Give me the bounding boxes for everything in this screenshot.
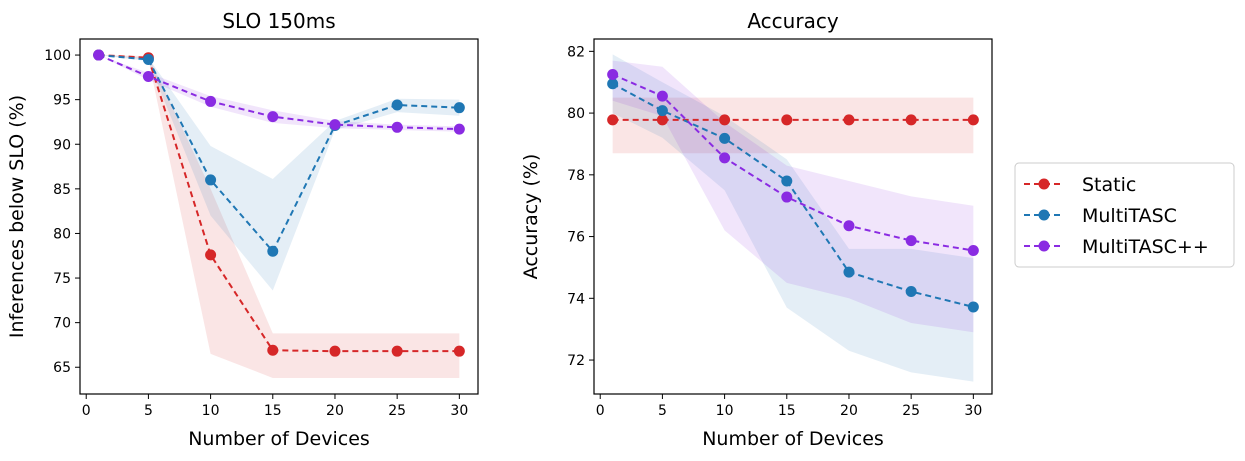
point-multitasc [205, 174, 217, 186]
chart-title: SLO 150ms [222, 9, 335, 33]
x-tick-label: 10 [202, 403, 220, 419]
y-tick-label: 85 [53, 182, 71, 198]
x-tick-label: 15 [264, 403, 282, 419]
point-multitasc [843, 266, 855, 278]
legend-marker-multitasc [1038, 209, 1050, 221]
point-multitasc [453, 102, 465, 114]
x-axis-ticks: 0 5 10 15 20 25 30 [82, 394, 468, 419]
x-tick-label: 15 [778, 403, 796, 419]
legend-entry-multitasc-plus-plus: MultiTASC++ [1024, 236, 1209, 258]
y-tick-label: 82 [567, 44, 585, 60]
point-static [781, 114, 793, 126]
point-multitasc [267, 245, 279, 257]
legend-box [1014, 162, 1235, 268]
point-multitasc [781, 175, 793, 187]
point-multitasc-plus-plus [329, 119, 341, 131]
point-static [205, 249, 217, 261]
point-multitasc-plus-plus [607, 69, 619, 80]
point-static [719, 114, 731, 126]
point-multitasc-plus-plus [267, 111, 279, 123]
point-multitasc-plus-plus [843, 220, 855, 232]
point-multitasc-plus-plus [967, 244, 979, 256]
x-axis-label: Number of Devices [702, 428, 884, 450]
point-multitasc [905, 286, 917, 298]
point-multitasc [607, 78, 619, 90]
y-axis-ticks: 72 74 76 78 80 82 [567, 44, 594, 369]
x-tick-label: 0 [82, 403, 91, 419]
x-tick-label: 25 [902, 403, 920, 419]
point-multitasc-plus-plus [719, 152, 731, 164]
legend-marker-static [1038, 178, 1050, 190]
plot-frame [79, 38, 479, 395]
y-axis-label: Inferences below SLO (%) [6, 95, 28, 338]
y-tick-label: 74 [567, 291, 585, 307]
confidence-bands [612, 54, 974, 382]
point-static [267, 344, 279, 356]
legend-marker-multitasc-plus-plus [1038, 240, 1050, 252]
point-multitasc-plus-plus [391, 121, 403, 133]
point-multitasc [656, 105, 668, 117]
x-tick-label: 10 [716, 403, 734, 419]
x-tick-label: 5 [658, 403, 667, 419]
series-points [607, 69, 979, 313]
x-tick-label: 20 [326, 403, 344, 419]
point-static [656, 114, 668, 126]
x-tick-label: 30 [964, 403, 982, 419]
point-multitasc-plus-plus [656, 90, 668, 102]
point-static [453, 345, 465, 357]
x-axis-ticks: 0 5 10 15 20 25 30 [596, 394, 982, 419]
chart-accuracy: 0 5 10 15 20 25 30 72 74 76 78 80 82 Accuracy Numbe… [520, 9, 993, 450]
x-tick-label: 0 [596, 403, 605, 419]
legend-entry-multitasc: MultiTASC [1024, 205, 1177, 227]
point-multitasc [719, 132, 731, 144]
legend-label-multitasc: MultiTASC [1082, 205, 1177, 227]
point-static [843, 114, 855, 126]
y-tick-label: 95 [53, 93, 71, 109]
point-multitasc-plus-plus [142, 70, 154, 82]
point-multitasc-plus-plus [453, 123, 465, 135]
point-multitasc-plus-plus [781, 191, 793, 203]
x-tick-label: 30 [450, 403, 468, 419]
point-static [607, 114, 619, 126]
y-tick-label: 72 [567, 353, 585, 369]
y-tick-label: 90 [53, 137, 71, 153]
band-static [612, 97, 974, 154]
y-tick-label: 80 [53, 226, 71, 242]
y-tick-label: 75 [53, 271, 71, 287]
y-axis-ticks: 65 70 75 80 85 90 95 100 [44, 48, 80, 376]
point-multitasc [142, 54, 154, 66]
point-static [391, 345, 403, 357]
y-tick-label: 100 [44, 48, 71, 64]
y-axis-label: Accuracy (%) [520, 154, 542, 280]
chart-title: Accuracy [747, 9, 838, 33]
legend-label-static: Static [1082, 174, 1136, 196]
x-axis-label: Number of Devices [188, 428, 370, 450]
y-tick-label: 80 [567, 106, 585, 122]
band-static [98, 55, 460, 378]
legend: Static MultiTASC MultiTASC++ [1014, 162, 1235, 268]
legend-label-multitasc-plus-plus: MultiTASC++ [1082, 236, 1209, 258]
chart-slo-150ms: 0 5 10 15 20 25 30 65 70 75 80 85 90 95 100 SLO 150ms… [6, 9, 479, 450]
y-tick-label: 70 [53, 316, 71, 332]
y-tick-label: 65 [53, 360, 71, 376]
plot-frame [593, 38, 993, 395]
point-static [967, 114, 979, 126]
band-multitasc [98, 55, 460, 291]
point-multitasc-plus-plus [93, 49, 105, 61]
point-static [905, 114, 917, 126]
y-tick-label: 78 [567, 168, 585, 184]
point-multitasc-plus-plus [205, 95, 217, 107]
point-multitasc [391, 99, 403, 111]
legend-entry-static: Static [1024, 174, 1136, 196]
x-tick-label: 20 [840, 403, 858, 419]
point-static [329, 345, 341, 357]
series-points [93, 49, 465, 357]
point-multitasc [967, 301, 979, 313]
point-multitasc-plus-plus [905, 235, 917, 247]
y-tick-label: 76 [567, 230, 585, 246]
x-tick-label: 25 [388, 403, 406, 419]
x-tick-label: 5 [144, 403, 153, 419]
confidence-bands [98, 55, 460, 378]
